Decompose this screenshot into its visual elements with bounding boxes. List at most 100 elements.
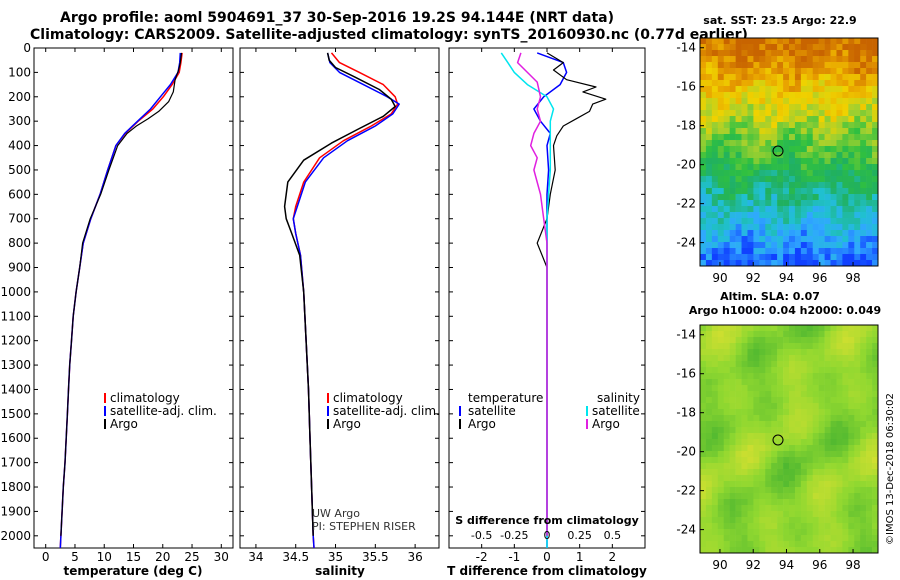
x-tick-label: 25 (184, 550, 199, 564)
salinity-series (283, 52, 400, 549)
legend-label: climatology (333, 391, 403, 405)
temperature-series (59, 52, 183, 549)
legend-label: Argo (468, 417, 496, 431)
lat-tick-label: -20 (676, 445, 696, 459)
legend-swatch (327, 393, 329, 403)
temperature-xlabel: temperature (deg C) (64, 564, 203, 578)
y-tick-label: 1900 (0, 504, 31, 518)
x-tick-label: 5 (71, 550, 79, 564)
lat-tick-label: -22 (676, 197, 696, 211)
sla-map: Altim. SLA: 0.07 Argo h1000: 0.04 h2000:… (676, 290, 881, 572)
legend-label: Argo (333, 417, 361, 431)
sla-map-title-line1: Altim. SLA: 0.07 (720, 290, 820, 303)
s-diff-tick-label: -0.5 (471, 529, 492, 542)
legend-label: satellite-adj. clim. (110, 404, 217, 418)
y-tick-label: 100 (8, 65, 31, 79)
sst-map-frame (699, 37, 879, 267)
x-tick-label: 36 (407, 550, 422, 564)
salinity-note-line1: UW Argo (312, 507, 360, 520)
legend-title: temperature (468, 391, 543, 405)
series-line-s-argo (516, 52, 548, 536)
lat-tick-label: -24 (676, 236, 696, 250)
lon-tick-label: 96 (812, 271, 827, 285)
legend-label: satellite-adj. clim. (333, 404, 440, 418)
x-tick-label: -2 (476, 550, 488, 564)
y-tick-label: 2000 (0, 529, 31, 543)
temperature-panel: 0100200300400500600700800900100011001200… (0, 41, 234, 578)
legend-swatch (459, 419, 461, 429)
lon-tick-label: 92 (746, 558, 761, 572)
legend-swatch (104, 419, 106, 429)
legend-label: satellite (468, 404, 516, 418)
s-diff-tick-label: 0.5 (604, 529, 622, 542)
lon-tick-label: 90 (712, 558, 727, 572)
sst-map-ticks: -14 -16 -18 -20 -22 -24 90 92 94 96 98 (676, 41, 860, 285)
difference-xlabel: T difference from climatology (447, 564, 647, 578)
y-tick-label: 1800 (0, 480, 31, 494)
lon-tick-label: 90 (712, 271, 727, 285)
pressure-ticks: 0 100 200 300 400 500 600 700 800 900 1000 1100 1200… (0, 41, 233, 543)
lat-tick-label: -22 (676, 484, 696, 498)
salinity-y-ticks (240, 47, 439, 537)
difference-y-ticks (449, 47, 645, 537)
temperature-ticks: 0 5 10 15 20 25 30 (42, 48, 229, 564)
salinity-note-line2: PI: STEPHEN RISER (312, 520, 416, 533)
x-tick-label: 35.5 (362, 550, 389, 564)
x-tick-label: 20 (155, 550, 170, 564)
legend-swatch (104, 393, 106, 403)
y-tick-label: 300 (8, 114, 31, 128)
y-tick-label: 1400 (0, 382, 31, 396)
lon-tick-label: 98 (845, 558, 860, 572)
y-tick-label: 800 (8, 236, 31, 250)
y-tick-label: 1500 (0, 407, 31, 421)
lat-tick-label: -16 (676, 367, 696, 381)
title-line-2: Climatology: CARS2009. Satellite-adjuste… (30, 27, 748, 43)
x-tick-label: 34 (248, 550, 263, 564)
difference-legend: temperature salinitysatelliteArgosatellit… (459, 391, 640, 431)
sla-map-frame (699, 324, 879, 554)
temperature-axes-frame (33, 47, 234, 549)
y-tick-label: 400 (8, 139, 31, 153)
legend-swatch (327, 419, 329, 429)
imos-credit: ©IMOS 13-Dec-2018 06:30:02 (885, 393, 896, 545)
x-tick-label: -1 (508, 550, 520, 564)
x-tick-label: 10 (97, 550, 112, 564)
lat-tick-label: -14 (676, 41, 696, 55)
x-tick-label: 0 (42, 550, 50, 564)
legend-swatch (104, 406, 106, 416)
series-line-argo (60, 52, 183, 536)
s-diff-tick-label: 0.25 (567, 529, 592, 542)
legend-label: climatology (110, 391, 180, 405)
lat-tick-label: -16 (676, 80, 696, 94)
x-tick-label: 34.5 (282, 550, 309, 564)
x-tick-label: 2 (609, 550, 617, 564)
lon-tick-label: 98 (845, 271, 860, 285)
series-line-argo (283, 52, 396, 536)
x-tick-label: 15 (126, 550, 141, 564)
y-tick-label: 200 (8, 90, 31, 104)
legend-label: Argo (110, 417, 138, 431)
sst-map: sat. SST: 23.5 Argo: 22.9 -14 -16 -18 -20 -2… (676, 14, 879, 285)
lon-tick-label: 94 (779, 558, 794, 572)
argo-location-marker (772, 434, 784, 446)
legend-swatch (586, 406, 588, 416)
s-diff-tick-label: 0 (544, 529, 551, 542)
sla-map-field (700, 325, 879, 554)
lat-tick-label: -18 (676, 119, 696, 133)
difference-series (500, 52, 607, 548)
x-tick-label: 35 (328, 550, 343, 564)
difference-panel: -2 -1 0 1 2 T difference from climatology S … (447, 47, 647, 578)
sst-map-field (700, 38, 879, 267)
legend-swatch (327, 406, 329, 416)
y-tick-label: 1000 (0, 285, 31, 299)
lon-tick-label: 96 (812, 558, 827, 572)
y-tick-label: 1300 (0, 358, 31, 372)
lat-tick-label: -18 (676, 406, 696, 420)
legend-title: salinity (597, 391, 640, 405)
x-tick-label: 1 (576, 550, 584, 564)
title-line-1: Argo profile: aoml 5904691_37 30-Sep-201… (60, 10, 615, 26)
salinity-panel: 34 34.5 35 35.5 36 salinity UW Argo PI: STEP… (239, 47, 440, 578)
legend-swatch (586, 419, 588, 429)
y-tick-label: 500 (8, 163, 31, 177)
